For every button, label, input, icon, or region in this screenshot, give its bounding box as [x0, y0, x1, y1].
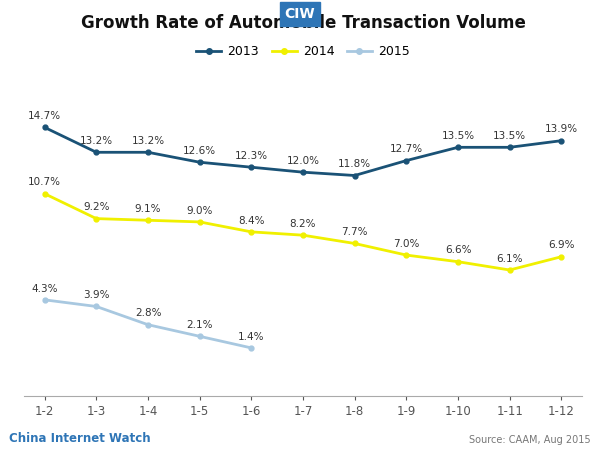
Text: 8.2%: 8.2% [290, 219, 316, 229]
Text: 13.5%: 13.5% [493, 131, 526, 141]
Legend: 2013, 2014, 2015: 2013, 2014, 2015 [191, 40, 415, 63]
Text: China Internet Watch: China Internet Watch [9, 432, 151, 445]
Text: 2.8%: 2.8% [135, 308, 161, 319]
Text: 13.2%: 13.2% [80, 136, 113, 146]
Text: 6.6%: 6.6% [445, 245, 471, 256]
Text: Source: CAAM, Aug 2015: Source: CAAM, Aug 2015 [469, 435, 591, 445]
Text: 6.9%: 6.9% [548, 240, 575, 250]
Text: 7.7%: 7.7% [341, 227, 368, 237]
Text: CIW: CIW [284, 7, 316, 21]
Text: 13.9%: 13.9% [545, 124, 578, 135]
Text: 2.1%: 2.1% [187, 320, 213, 330]
Text: 14.7%: 14.7% [28, 111, 61, 121]
Text: 11.8%: 11.8% [338, 159, 371, 169]
Text: 12.7%: 12.7% [390, 144, 423, 154]
Text: 6.1%: 6.1% [496, 254, 523, 264]
Title: Growth Rate of Automobile Transaction Volume: Growth Rate of Automobile Transaction Vo… [80, 14, 526, 32]
Text: 9.0%: 9.0% [187, 206, 213, 216]
Text: 9.2%: 9.2% [83, 202, 110, 212]
Text: 8.4%: 8.4% [238, 216, 265, 225]
Text: 9.1%: 9.1% [135, 204, 161, 214]
Text: 3.9%: 3.9% [83, 290, 110, 300]
Text: 12.0%: 12.0% [287, 156, 320, 166]
Text: 10.7%: 10.7% [28, 177, 61, 187]
Text: 1.4%: 1.4% [238, 332, 265, 342]
Text: 13.5%: 13.5% [442, 131, 475, 141]
Text: 4.3%: 4.3% [31, 284, 58, 293]
Text: 12.6%: 12.6% [183, 146, 216, 156]
Text: 13.2%: 13.2% [131, 136, 164, 146]
Text: 7.0%: 7.0% [393, 239, 419, 249]
Text: 12.3%: 12.3% [235, 151, 268, 161]
